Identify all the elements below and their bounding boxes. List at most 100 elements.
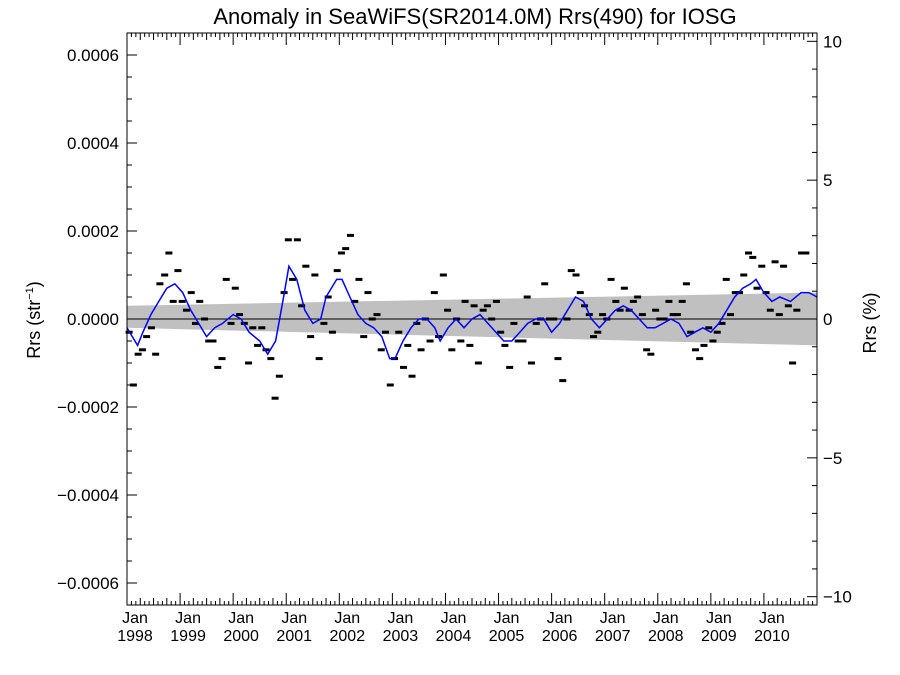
data-point	[687, 330, 695, 334]
x-tick-month: Jan	[175, 610, 201, 627]
x-tick-month: Jan	[706, 610, 732, 627]
data-point	[713, 330, 721, 334]
data-point	[634, 295, 642, 299]
left-tick-label: −0.0002	[57, 398, 119, 417]
left-tick-label: 0.0006	[67, 46, 119, 65]
data-point	[519, 339, 527, 343]
data-point	[448, 348, 456, 352]
data-point	[532, 321, 540, 325]
left-tick-label: −0.0004	[57, 486, 119, 505]
data-point	[245, 361, 253, 365]
data-point	[293, 238, 301, 242]
data-point	[337, 251, 345, 255]
data-point	[771, 260, 779, 264]
left-tick-label: 0.0002	[67, 222, 119, 241]
data-point	[656, 317, 664, 321]
data-point	[156, 282, 164, 286]
data-point	[696, 357, 704, 361]
x-tick-year: 2010	[754, 628, 790, 645]
data-point	[673, 313, 681, 317]
data-point	[638, 313, 646, 317]
left-tick-label: 0.0004	[67, 134, 119, 153]
data-point	[152, 352, 160, 356]
data-point	[439, 273, 447, 277]
data-point	[368, 317, 376, 321]
data-point	[222, 277, 230, 281]
y-axis-label-right: Rrs (%)	[860, 293, 880, 354]
data-point	[572, 273, 580, 277]
data-point	[413, 321, 421, 325]
x-tick-year: 2001	[276, 628, 312, 645]
data-point	[360, 335, 368, 339]
x-axis: Jan1998Jan1999Jan2000Jan2001Jan2002Jan20…	[117, 33, 814, 645]
x-tick-year: 1998	[117, 628, 153, 645]
data-point	[758, 264, 766, 268]
data-point	[607, 277, 615, 281]
data-point	[404, 343, 412, 347]
data-point	[700, 343, 708, 347]
data-point	[262, 348, 270, 352]
x-tick-month: Jan	[387, 610, 413, 627]
right-tick-label: −5	[823, 449, 842, 468]
plot-layers	[125, 233, 818, 400]
data-point	[474, 361, 482, 365]
x-tick-month: Jan	[228, 610, 254, 627]
data-point	[567, 269, 575, 273]
data-point	[576, 291, 584, 295]
data-point	[161, 273, 169, 277]
x-tick-month: Jan	[281, 610, 307, 627]
data-point	[620, 286, 628, 290]
data-point	[616, 308, 624, 312]
data-point	[722, 277, 730, 281]
data-point	[497, 330, 505, 334]
y-axis-label-left-base: Rrs (str	[24, 300, 44, 359]
data-point	[236, 313, 244, 317]
data-point	[267, 357, 275, 361]
data-point	[200, 317, 208, 321]
left-tick-label: 0.0000	[67, 310, 119, 329]
right-axis: 10 5 0 −5 −10	[807, 32, 852, 607]
data-point	[599, 313, 607, 317]
data-point	[134, 352, 142, 356]
x-tick-year: 2004	[436, 628, 472, 645]
data-point	[461, 299, 469, 303]
data-point	[129, 383, 137, 387]
right-tick-label: −10	[823, 588, 852, 607]
data-point	[258, 326, 266, 330]
data-point	[554, 357, 562, 361]
data-point	[320, 321, 328, 325]
data-point	[289, 277, 297, 281]
data-point	[594, 330, 602, 334]
y-axis-label-left: Rrs (str−1)	[24, 281, 44, 359]
data-point	[506, 365, 514, 369]
data-point	[488, 317, 496, 321]
x-tick-year: 2007	[595, 628, 631, 645]
data-point	[731, 291, 739, 295]
x-tick-month: Jan	[600, 610, 626, 627]
data-point	[726, 313, 734, 317]
data-point	[784, 304, 792, 308]
data-point	[652, 308, 660, 312]
x-tick-year: 2008	[648, 628, 684, 645]
data-point	[775, 313, 783, 317]
data-point	[647, 352, 655, 356]
data-point	[346, 233, 354, 237]
data-point	[718, 321, 726, 325]
data-point	[523, 295, 531, 299]
data-point	[191, 321, 199, 325]
data-point	[709, 339, 717, 343]
data-point	[377, 348, 385, 352]
data-point	[196, 299, 204, 303]
data-point	[501, 343, 509, 347]
data-point	[355, 277, 363, 281]
data-point	[324, 295, 332, 299]
data-point	[169, 299, 177, 303]
data-point	[678, 299, 686, 303]
data-point	[209, 339, 217, 343]
data-point	[417, 348, 425, 352]
data-point	[307, 335, 315, 339]
data-point	[470, 304, 478, 308]
data-point	[466, 343, 474, 347]
data-point	[749, 255, 757, 259]
data-point	[563, 317, 571, 321]
